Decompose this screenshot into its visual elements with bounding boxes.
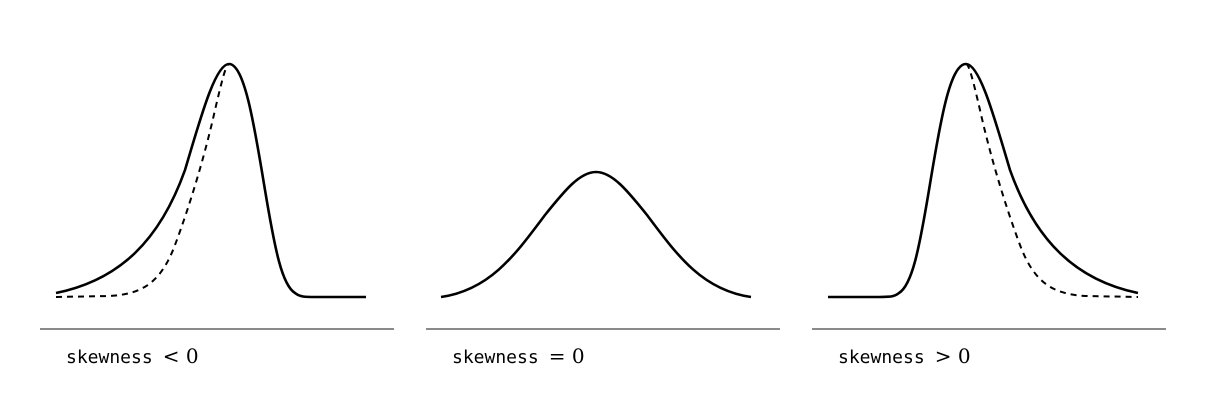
caption-keyword: skewness — [838, 347, 925, 368]
panel-positive-skew — [812, 62, 1166, 330]
caption-positive-skew: skewness > 0 — [838, 342, 971, 372]
panel-symmetric — [426, 170, 780, 330]
caption-relation: = 0 — [548, 344, 585, 368]
caption-relation: > 0 — [934, 344, 971, 368]
symmetric-curve — [440, 170, 752, 299]
dashed-reference-curve — [965, 63, 1139, 298]
panel-negative-skew — [40, 62, 394, 330]
caption-negative-skew: skewness < 0 — [66, 342, 199, 372]
caption-symmetric: skewness = 0 — [452, 342, 585, 372]
dashed-reference-curve — [55, 63, 230, 298]
caption-keyword: skewness — [452, 347, 539, 368]
caption-keyword: skewness — [66, 347, 153, 368]
caption-relation: < 0 — [162, 344, 199, 368]
skewed-curve — [55, 62, 366, 299]
skewed-curve — [828, 62, 1139, 299]
